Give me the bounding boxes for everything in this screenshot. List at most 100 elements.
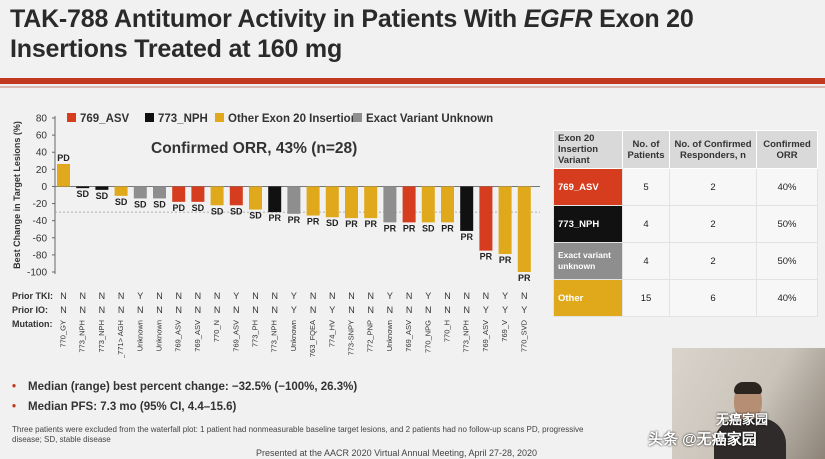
variant-table-header: Exon 20 Insertion Variant No. of Patient… xyxy=(553,130,818,169)
bar-response-label: PR xyxy=(441,223,454,233)
prior-tki-value: N xyxy=(329,291,336,301)
mutation-label: Unknown xyxy=(135,320,144,351)
bar-13 xyxy=(287,186,301,214)
confirmed-orr-annotation: Confirmed ORR, 43% (n=28) xyxy=(151,140,357,157)
legend-swatch-nph xyxy=(145,113,154,122)
patients-cell: 4 xyxy=(622,205,670,243)
bar-6 xyxy=(153,186,166,199)
variant-table: Exon 20 Insertion Variant No. of Patient… xyxy=(553,130,818,317)
variant-row: 769_ASV 5 2 40% xyxy=(553,168,818,206)
bar-16 xyxy=(345,186,358,219)
legend-swatch-other xyxy=(215,113,224,122)
bar-response-label: SD xyxy=(422,223,435,233)
bar-response-label: SD xyxy=(192,203,205,213)
mutation-label: 773_NPH xyxy=(78,320,87,353)
bar-response-label: PR xyxy=(518,273,531,283)
mutation-label: 773_NPH xyxy=(462,320,471,353)
bar-response-label: SD xyxy=(249,211,262,221)
bar-7 xyxy=(172,186,186,202)
legend-label-unknown: Exact Variant Unknown xyxy=(366,113,493,125)
col-variant: Exon 20 Insertion Variant xyxy=(553,130,623,169)
responders-cell: 2 xyxy=(669,205,757,243)
prior-io-value: N xyxy=(137,305,144,315)
col-orr: Confirmed ORR xyxy=(756,130,818,169)
bar-response-label: PR xyxy=(403,223,416,233)
mutation-label: 773_PH xyxy=(251,320,260,347)
y-tick-label: -40 xyxy=(33,216,48,227)
y-tick-label: 40 xyxy=(36,148,48,159)
responders-cell: 2 xyxy=(669,242,757,280)
mutation-label: 769_V xyxy=(500,320,509,342)
prior-io-value: N xyxy=(233,305,240,315)
mutation-label: Unknown xyxy=(289,320,298,351)
y-tick-label: 0 xyxy=(41,182,47,193)
prior-tki-value: N xyxy=(214,291,221,301)
bar-1 xyxy=(57,163,70,187)
bar-24 xyxy=(498,186,512,255)
prior-tki-value: Y xyxy=(502,291,508,301)
bar-response-label: PR xyxy=(307,217,320,227)
slide-title: TAK-788 Antitumor Activity in Patients W… xyxy=(10,4,694,64)
prior-io-value: N xyxy=(214,305,221,315)
mutation-label: 769_ASV xyxy=(174,320,183,352)
y-tick-label: -20 xyxy=(33,199,48,210)
prior-tki-value: N xyxy=(348,291,355,301)
prior-io-value: N xyxy=(175,305,182,315)
bar-21 xyxy=(441,186,454,223)
bar-20 xyxy=(421,186,435,223)
prior-tki-value: Y xyxy=(233,291,239,301)
mutation-label: 770_H xyxy=(443,320,452,342)
prior-tki-value: Y xyxy=(387,291,393,301)
prior-tki-value: N xyxy=(483,291,490,301)
bullet-median-change: • Median (range) best percent change: −32… xyxy=(12,381,358,393)
bar-response-label: PR xyxy=(480,252,493,262)
y-tick-label: 80 xyxy=(36,114,48,125)
legend-label-other: Other Exon 20 Insertion xyxy=(228,113,358,125)
prior-io-value: N xyxy=(99,305,106,315)
prior-tki-value: Y xyxy=(291,291,297,301)
bar-9 xyxy=(210,186,224,206)
prior-io-value: N xyxy=(463,305,470,315)
bar-response-label: PR xyxy=(384,223,397,233)
legend-label-nph: 773_NPH xyxy=(158,113,208,125)
orr-cell: 40% xyxy=(756,168,818,206)
prior-io-value: Y xyxy=(502,305,508,315)
bar-response-label: PR xyxy=(288,215,301,225)
prior-io-value: N xyxy=(118,305,125,315)
bar-15 xyxy=(325,186,339,218)
mutation-label: 763_FQEA xyxy=(308,320,317,357)
prior-tki-value: N xyxy=(521,291,528,301)
bar-17 xyxy=(364,186,378,219)
orr-cell: 40% xyxy=(756,279,818,317)
title-line2: Insertions Treated at 160 mg xyxy=(10,35,343,63)
variant-cell: 773_NPH xyxy=(553,205,623,243)
legend-label-asv: 769_ASV xyxy=(80,113,130,125)
prior-io-value: N xyxy=(60,305,67,315)
prior-tki-value: N xyxy=(310,291,317,301)
prior-tki-value: N xyxy=(118,291,125,301)
mutation-label: 770_NPG xyxy=(423,320,432,353)
bar-response-label: SD xyxy=(134,199,147,209)
prior-tki-value: N xyxy=(406,291,413,301)
mutation-label: 773-SNPY xyxy=(347,320,356,355)
bar-3 xyxy=(95,186,109,190)
bar-2 xyxy=(76,186,90,189)
prior-io-value: N xyxy=(271,305,278,315)
prior-io-value: N xyxy=(348,305,355,315)
bar-5 xyxy=(133,186,147,199)
prior-tki-value: Y xyxy=(137,291,143,301)
prior-tki-row-label: Prior TKI: xyxy=(12,291,53,301)
variant-row: Exact variant unknown 4 2 50% xyxy=(553,242,818,280)
prior-io-value: N xyxy=(79,305,86,315)
mutation-label: 769_ASV xyxy=(193,320,202,352)
orr-cell: 50% xyxy=(756,205,818,243)
bar-12 xyxy=(268,186,282,213)
bar-22 xyxy=(460,186,474,231)
title-line1-italic: EGFR xyxy=(523,5,593,33)
bar-response-label: PR xyxy=(268,213,281,223)
prior-io-value: Y xyxy=(329,305,335,315)
bar-response-label: PD xyxy=(172,203,185,213)
prior-io-row-label: Prior IO: xyxy=(12,305,48,315)
y-tick-label: -60 xyxy=(33,233,48,244)
